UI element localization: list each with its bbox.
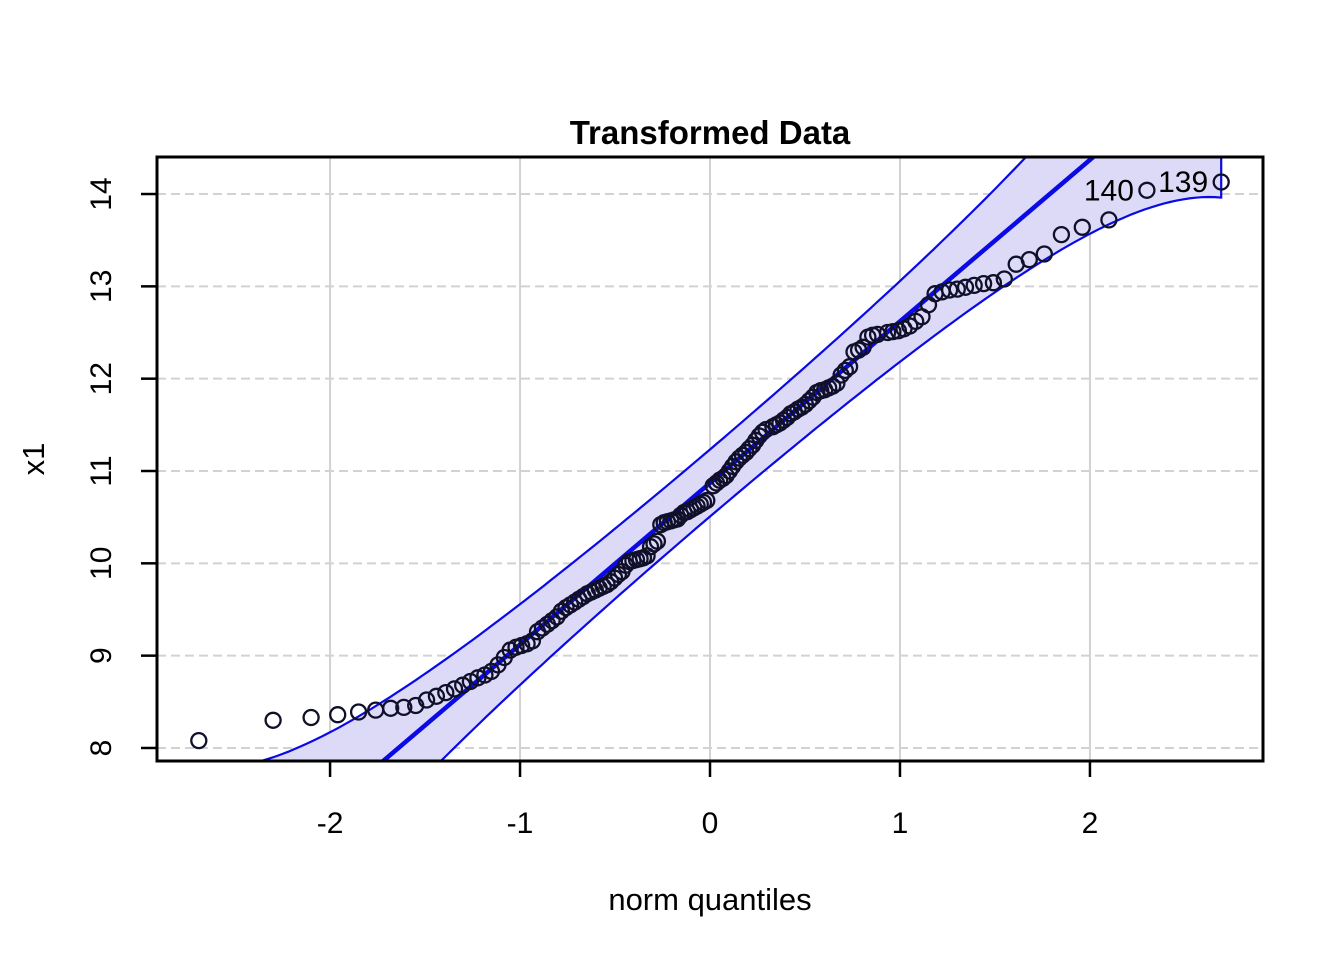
x-tick-label: 0 bbox=[702, 807, 719, 840]
data-point bbox=[437, 683, 455, 702]
data-point bbox=[956, 278, 975, 296]
data-point bbox=[445, 680, 464, 698]
x-tick-label: 2 bbox=[1082, 807, 1099, 840]
x-tick-label: 1 bbox=[892, 807, 909, 840]
x-axis-title: norm quantiles bbox=[608, 882, 811, 917]
data-point bbox=[523, 632, 542, 650]
y-tick-label: 11 bbox=[85, 455, 118, 486]
x-tick-label: -1 bbox=[507, 807, 534, 840]
chart-title: Transformed Data bbox=[570, 114, 851, 151]
y-axis-title: x1 bbox=[16, 443, 51, 476]
data-point bbox=[1020, 250, 1038, 269]
data-point bbox=[698, 491, 716, 510]
data-point bbox=[382, 699, 400, 717]
y-tick-label: 14 bbox=[85, 177, 118, 210]
data-point bbox=[302, 708, 320, 727]
data-point bbox=[1035, 245, 1053, 263]
data-point bbox=[1052, 225, 1071, 244]
data-point bbox=[1100, 211, 1118, 229]
data-point bbox=[190, 731, 208, 750]
data-point bbox=[264, 711, 282, 729]
data-points bbox=[190, 173, 1230, 750]
data-point bbox=[948, 280, 966, 298]
y-tick-label: 10 bbox=[85, 547, 118, 580]
data-point bbox=[417, 691, 436, 709]
outlier-label-139: 139 bbox=[1158, 166, 1208, 199]
y-tick-label: 12 bbox=[85, 362, 118, 395]
data-point bbox=[984, 274, 1003, 292]
data-point bbox=[548, 608, 566, 626]
data-point bbox=[1073, 218, 1091, 236]
data-point bbox=[395, 698, 413, 717]
data-point bbox=[965, 276, 983, 295]
data-point bbox=[940, 281, 959, 299]
data-point bbox=[824, 377, 842, 395]
data-point bbox=[974, 274, 993, 293]
data-point bbox=[329, 706, 347, 724]
data-point bbox=[1212, 173, 1230, 191]
data-point bbox=[836, 361, 854, 380]
y-tick-label: 8 bbox=[85, 740, 118, 757]
data-point bbox=[648, 532, 667, 550]
data-point bbox=[995, 270, 1013, 288]
data-point bbox=[854, 338, 872, 356]
data-point bbox=[753, 423, 772, 441]
data-point bbox=[543, 611, 561, 630]
y-tick-label: 13 bbox=[85, 270, 118, 303]
data-point bbox=[828, 374, 846, 392]
data-point bbox=[349, 703, 368, 721]
outlier-label-140: 140 bbox=[1084, 174, 1134, 207]
y-tick-label: 9 bbox=[85, 647, 118, 664]
data-point bbox=[645, 535, 663, 553]
x-tick-label: -2 bbox=[317, 807, 344, 840]
data-point bbox=[1138, 181, 1156, 199]
data-point bbox=[427, 687, 446, 705]
